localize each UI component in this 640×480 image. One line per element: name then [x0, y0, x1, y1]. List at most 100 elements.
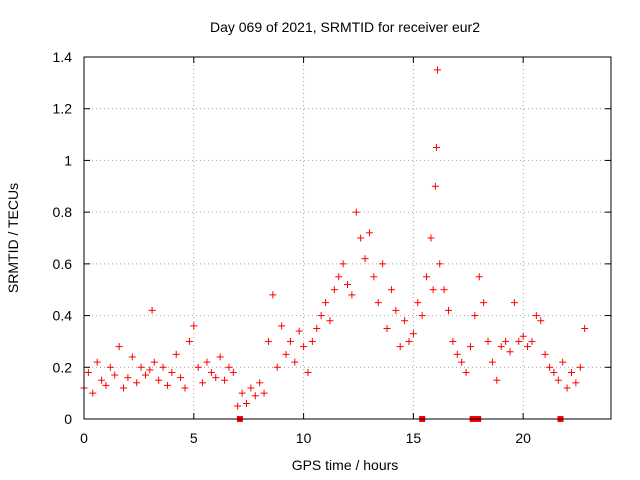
data-point [348, 291, 356, 299]
data-point [247, 384, 255, 392]
data-point [370, 273, 378, 281]
data-point [177, 374, 185, 382]
data-point [401, 317, 409, 325]
data-point [581, 325, 589, 332]
data-point [524, 343, 532, 351]
data-point [308, 337, 316, 345]
y-axis-label: SRMTID / TECUs [5, 183, 21, 293]
data-point [392, 306, 400, 314]
x-tick-labels: 0 5 10 15 20 [80, 430, 531, 446]
data-point [449, 337, 457, 345]
data-point [493, 376, 501, 384]
data-point [466, 343, 474, 351]
data-point [502, 337, 510, 345]
y-tick-label: 0 [64, 411, 72, 427]
data-point [102, 381, 110, 389]
data-point [409, 330, 417, 338]
x-tick-label: 20 [515, 430, 531, 446]
data-point [313, 325, 321, 332]
data-point [563, 384, 571, 392]
data-point [488, 358, 496, 366]
data-point [199, 379, 207, 387]
data-point [475, 273, 483, 281]
data-point [172, 350, 180, 358]
data-point [291, 358, 299, 366]
y-tick-labels: 0 0.2 0.4 0.6 0.8 1 1.2 1.4 [53, 49, 73, 427]
data-point [137, 363, 145, 371]
data-point [515, 337, 523, 345]
data-point [554, 376, 562, 384]
data-point [304, 368, 312, 376]
data-point [471, 312, 479, 320]
data-point [339, 260, 347, 268]
data-point [431, 182, 439, 190]
data-point [278, 322, 286, 330]
data-point [484, 337, 492, 345]
data-point [286, 337, 294, 345]
data-point [106, 363, 114, 371]
data-point [181, 384, 189, 392]
data-point [440, 286, 448, 294]
grid-lines [84, 57, 611, 419]
x-tick-label: 0 [80, 430, 88, 446]
data-point [225, 363, 233, 371]
x-tick-label: 5 [190, 430, 198, 446]
data-point [264, 337, 272, 345]
x-tick-label: 10 [296, 430, 312, 446]
data-point [141, 371, 149, 379]
data-point [256, 379, 264, 387]
data-point [185, 337, 193, 345]
data-point [497, 343, 505, 351]
data-point [203, 358, 211, 366]
data-point [383, 325, 391, 332]
data-point [159, 363, 167, 371]
data-point [150, 358, 158, 366]
data-point [434, 66, 442, 74]
data-point [567, 368, 575, 376]
y-tick-label: 0.2 [53, 359, 73, 375]
y-tick-label: 1.2 [53, 101, 73, 117]
x-tick-label: 15 [406, 430, 422, 446]
data-point [89, 389, 97, 397]
data-point [190, 322, 198, 330]
data-point [300, 343, 308, 351]
data-point [163, 381, 171, 389]
data-point [537, 317, 545, 325]
data-point [98, 376, 106, 384]
data-point [260, 389, 268, 397]
data-point [519, 332, 527, 340]
y-tick-label: 0.8 [53, 204, 73, 220]
data-point [559, 358, 567, 366]
data-point [128, 353, 136, 361]
data-point [282, 350, 290, 358]
data-point [510, 299, 518, 307]
data-point [168, 368, 176, 376]
data-point [432, 144, 440, 151]
data-point [379, 260, 387, 268]
data-point [251, 392, 259, 400]
data-point [427, 234, 435, 242]
data-point [155, 376, 163, 384]
data-point [436, 260, 444, 268]
data-point [453, 350, 461, 358]
data-point [273, 363, 281, 371]
data-point [365, 229, 373, 237]
data-point [506, 348, 514, 356]
data-point [361, 255, 369, 263]
data-point [550, 368, 558, 376]
x-axis-label: GPS time / hours [292, 457, 399, 473]
data-point [111, 371, 119, 379]
data-point [387, 286, 395, 294]
data-point [429, 286, 437, 294]
data-point [423, 273, 431, 281]
y-tick-label: 1.4 [53, 49, 73, 65]
y-tick-label: 1 [64, 152, 72, 168]
data-point [295, 327, 303, 335]
data-point [326, 317, 334, 325]
data-point [532, 312, 540, 320]
y-tick-label: 0.6 [53, 256, 73, 272]
data-point [207, 368, 215, 376]
data-point [93, 358, 101, 366]
data-point [352, 208, 360, 216]
data-point [418, 312, 426, 320]
